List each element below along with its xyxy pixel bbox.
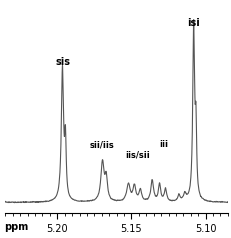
Text: ppm: ppm xyxy=(4,222,28,232)
Text: iii: iii xyxy=(159,140,168,149)
Text: sii/iis: sii/iis xyxy=(89,140,114,149)
Text: sis: sis xyxy=(55,57,70,67)
Text: iis/sii: iis/sii xyxy=(125,150,149,159)
Text: isi: isi xyxy=(187,18,199,28)
